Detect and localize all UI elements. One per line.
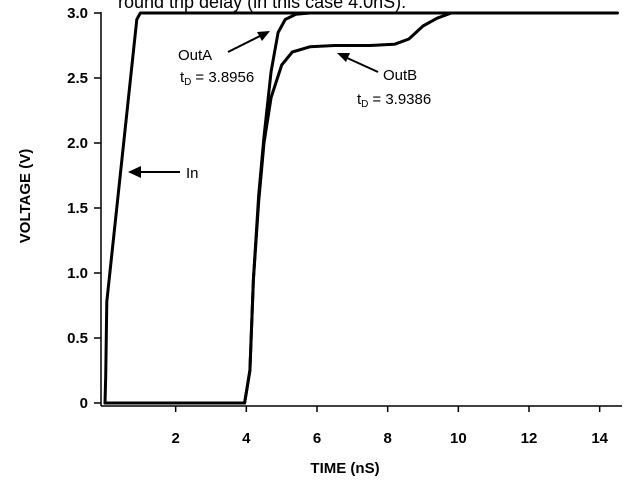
annotation-in-arrowhead	[128, 166, 141, 178]
y-tick-label-1.5: 1.5	[67, 200, 88, 217]
annotation-outa-arrowhead	[257, 31, 270, 41]
y-tick-label-0: 0	[80, 395, 88, 412]
annotation-outb: OutB tD = 3.9386	[337, 53, 431, 110]
annotation-outa-td: tD = 3.8956	[180, 69, 254, 88]
annotation-outb-arrow	[344, 56, 379, 73]
x-axis-title: TIME (nS)	[310, 460, 379, 477]
series-line-outb	[103, 11, 619, 405]
series-line-in	[103, 11, 619, 405]
x-tick-label-2: 2	[171, 430, 179, 447]
y-tick-label-2.5: 2.5	[67, 70, 88, 87]
annotation-outa-arrow	[227, 34, 263, 53]
series-lines	[103, 11, 619, 405]
annotation-outb-arrowhead	[337, 53, 350, 62]
y-tick-label-2.0: 2.0	[67, 135, 88, 152]
annotation-outb-label: OutB	[383, 67, 417, 84]
annotation-outa-label: OutA	[178, 47, 212, 64]
header-text: round trip delay (in this case 4.0nS).	[118, 0, 406, 12]
y-tick-label-3.0: 3.0	[67, 5, 88, 22]
ticks: 2 4 6 8 10 12 14 0 0.5 1.0 1.5 2.0 2.5 3.0	[67, 5, 609, 447]
x-tick-label-8: 8	[383, 430, 391, 447]
y-tick-label-1.0: 1.0	[67, 265, 88, 282]
annotation-outa: OutA tD = 3.8956	[178, 31, 270, 88]
x-tick-label-10: 10	[450, 430, 467, 447]
annotation-in-label: In	[186, 165, 199, 182]
x-tick-label-6: 6	[313, 430, 321, 447]
y-tick-label-0.5: 0.5	[67, 330, 88, 347]
annotation-outb-td: tD = 3.9386	[357, 91, 431, 110]
x-tick-label-12: 12	[521, 430, 538, 447]
y-axis-title: VOLTAGE (V)	[17, 149, 34, 243]
annotation-in: In	[128, 165, 199, 182]
x-tick-label-4: 4	[242, 430, 251, 447]
x-tick-label-14: 14	[591, 430, 608, 447]
